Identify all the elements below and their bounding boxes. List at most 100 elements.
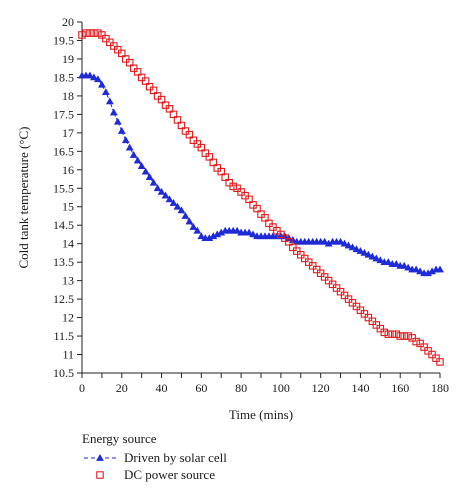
y-tick-label: 16 (62, 163, 74, 177)
data-point (436, 265, 444, 273)
legend: Energy source Driven by solar cell DC pow… (82, 431, 227, 482)
data-point (149, 178, 158, 186)
legend-item: Driven by solar cell (84, 450, 227, 465)
series-dc-power (78, 29, 444, 366)
data-point (133, 156, 142, 164)
data-point (285, 238, 293, 246)
data-point (173, 202, 182, 210)
data-point (169, 199, 178, 206)
data-point (177, 121, 186, 130)
x-tick-label: 40 (156, 381, 168, 395)
x-tick-label: 160 (391, 381, 409, 395)
data-point (133, 68, 142, 76)
data-point (221, 173, 229, 181)
x-tick-label: 140 (351, 381, 369, 395)
x-tick-label: 80 (235, 381, 247, 395)
y-tick-label: 19 (62, 52, 74, 66)
data-point (165, 105, 174, 113)
data-point (145, 173, 154, 181)
data-point (416, 267, 425, 275)
data-point (125, 58, 134, 67)
data-point (78, 31, 86, 39)
y-tick-label: 11.5 (53, 329, 74, 343)
data-point (90, 73, 98, 81)
data-point (404, 332, 412, 340)
data-point (404, 263, 413, 271)
legend-label: Driven by solar cell (124, 450, 227, 465)
data-point (344, 241, 353, 249)
data-point (137, 162, 146, 169)
data-point (197, 232, 206, 240)
data-point (412, 337, 420, 346)
legend-marker (96, 471, 104, 479)
y-tick-label: 12.5 (53, 292, 74, 306)
y-axis-label: Cold tank temperature (°C) (16, 126, 31, 268)
data-point (185, 130, 194, 139)
data-point (157, 187, 166, 195)
data-point (157, 95, 166, 104)
data-point (261, 214, 269, 222)
data-point (105, 97, 114, 105)
data-point (360, 248, 369, 256)
x-tick-label: 180 (431, 381, 449, 395)
data-point (113, 117, 122, 125)
data-point (400, 332, 408, 340)
data-point (233, 226, 242, 234)
x-axis-label: Time (mins) (229, 407, 293, 422)
data-point (181, 211, 190, 219)
series-solar-cell (78, 71, 444, 277)
data-point (336, 237, 345, 245)
y-axis-ticks: 10.5 11 11.5 12 12.5 13 13.5 14 14.5 15 15.5 16 16.5… (53, 15, 82, 380)
data-point (249, 230, 257, 238)
y-tick-label: 13.5 (53, 255, 74, 269)
y-tick-label: 10.5 (53, 366, 74, 380)
data-point (101, 88, 110, 96)
data-point (193, 226, 202, 234)
data-point (109, 108, 118, 116)
x-axis-ticks: 0 20 40 60 80 100 120 140 160 180 (79, 373, 449, 395)
y-tick-label: 17 (62, 126, 74, 140)
data-point (197, 143, 206, 152)
data-point (90, 29, 98, 37)
legend-label: DC power source (124, 467, 215, 482)
data-point (436, 358, 444, 366)
data-point (118, 49, 126, 58)
data-point (229, 182, 237, 191)
data-point (209, 158, 218, 167)
y-tick-label: 19.5 (53, 33, 74, 47)
data-point (217, 167, 225, 176)
data-point (364, 250, 373, 258)
data-point (388, 330, 397, 338)
data-point (141, 77, 150, 85)
data-point (205, 153, 214, 161)
data-point (86, 71, 94, 79)
y-tick-label: 18 (62, 89, 74, 103)
data-point (153, 184, 162, 192)
y-tick-label: 18.5 (53, 70, 74, 84)
data-point (376, 256, 385, 264)
data-point (400, 261, 409, 269)
data-point (245, 195, 253, 204)
data-point (121, 136, 130, 144)
data-point (396, 332, 404, 340)
x-tick-label: 100 (272, 381, 290, 395)
y-tick-label: 15 (62, 200, 74, 214)
legend-title: Energy source (82, 431, 157, 446)
x-tick-label: 0 (79, 381, 85, 395)
y-tick-label: 14.5 (53, 218, 74, 232)
y-tick-label: 11 (62, 348, 74, 362)
data-point (129, 151, 138, 158)
data-point (412, 265, 421, 273)
data-point (392, 330, 400, 338)
data-point (117, 126, 126, 134)
data-point (384, 258, 393, 266)
y-tick-label: 13 (62, 274, 74, 288)
data-point (97, 80, 106, 88)
data-point (372, 254, 381, 262)
data-point (169, 110, 178, 119)
data-point (368, 252, 377, 260)
y-tick-label: 16.5 (53, 144, 74, 158)
data-point (253, 204, 261, 213)
series-layer (78, 29, 444, 366)
